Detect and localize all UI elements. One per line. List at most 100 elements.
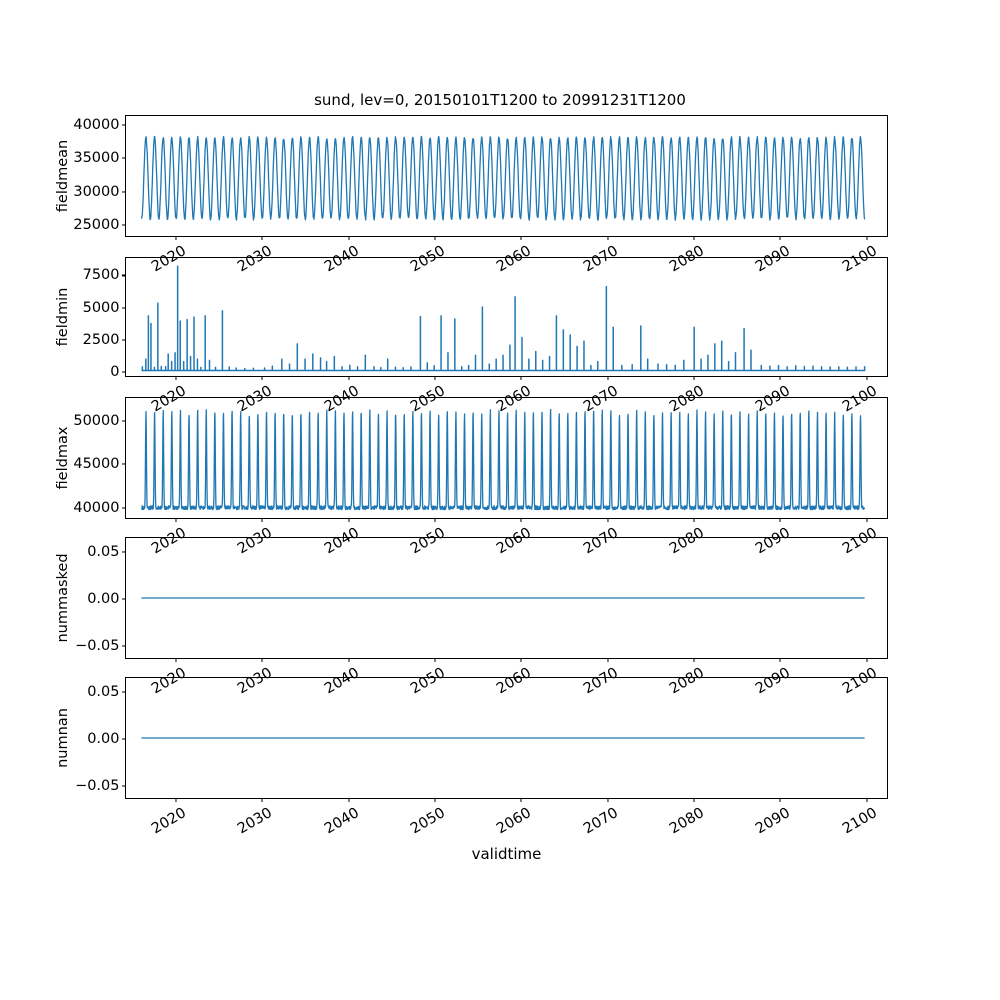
x-tick-mark xyxy=(866,236,868,241)
y-tick-mark xyxy=(121,124,126,126)
x-tick-mark xyxy=(348,518,350,523)
x-tick-mark xyxy=(520,798,522,803)
x-tick-mark xyxy=(693,518,695,523)
x-tick-mark xyxy=(607,236,609,241)
y-tick-mark xyxy=(121,738,126,740)
y-tick-mark xyxy=(121,645,126,647)
y-tick-mark xyxy=(121,463,126,465)
y-tick-label: 0.05 xyxy=(87,544,120,561)
y-tick-mark xyxy=(121,307,126,309)
x-tick-label: 2050 xyxy=(408,805,448,838)
x-tick-mark xyxy=(261,376,263,381)
y-tick-mark xyxy=(121,598,126,600)
y-tick-label: −0.05 xyxy=(75,777,120,794)
y-tick-label: 2500 xyxy=(82,332,120,349)
x-tick-mark xyxy=(348,658,350,663)
x-tick-mark xyxy=(261,236,263,241)
x-tick-mark xyxy=(261,658,263,663)
plot-surface-fieldmax xyxy=(126,398,887,518)
y-tick-mark xyxy=(121,507,126,509)
series-line-nummasked xyxy=(126,538,887,658)
plot-panel-fieldmax: fieldmax 40000 45000 50000 2020 2030 2040 2050 2… xyxy=(55,397,888,557)
page-title: sund, lev=0, 20150101T1200 to 20991231T1… xyxy=(314,91,686,109)
x-tick-mark xyxy=(175,236,177,241)
plot-panel-fieldmin: fieldmin 0 2500 5000 7500 2020 2030 2040 2050 206… xyxy=(55,257,888,415)
y-tick-label: 7500 xyxy=(82,267,120,284)
x-tick-mark xyxy=(693,236,695,241)
x-tick-mark xyxy=(261,798,263,803)
x-tick-mark xyxy=(779,518,781,523)
plot-surface-numnan xyxy=(126,678,887,798)
y-tick-label: 40000 xyxy=(73,116,120,133)
series-line-numnan xyxy=(126,678,887,798)
y-tick-label: 0.05 xyxy=(87,684,120,701)
x-tick-mark xyxy=(607,798,609,803)
x-tick-label: 2080 xyxy=(666,805,707,838)
y-tick-label: 0.00 xyxy=(87,591,120,607)
x-tick-mark xyxy=(866,376,868,381)
plot-panel-numnan: numnan −0.05 0.00 0.05 2020 2030 2040 2050 2060 2… xyxy=(55,677,888,837)
x-tick-mark xyxy=(693,658,695,663)
y-tick-mark xyxy=(121,224,126,226)
plot-surface-fieldmin xyxy=(126,258,887,376)
x-tick-mark xyxy=(520,518,522,523)
plot-surface-fieldmean xyxy=(126,116,887,236)
y-axis-label-fieldmean: fieldmean xyxy=(55,139,71,213)
y-tick-label: 0.00 xyxy=(87,731,120,747)
series-line-fieldmean xyxy=(126,116,887,236)
x-tick-mark xyxy=(434,798,436,803)
x-tick-mark xyxy=(607,518,609,523)
x-tick-mark xyxy=(520,236,522,241)
y-axis-label-fieldmax: fieldmax xyxy=(55,426,71,490)
x-tick-label: 2060 xyxy=(494,805,535,838)
y-axis-label-nummasked: nummasked xyxy=(55,553,71,643)
plot-surface-nummasked xyxy=(126,538,887,658)
x-tick-label: 2020 xyxy=(149,805,190,838)
x-tick-label: 2100 xyxy=(839,805,880,838)
y-tick-label: 45000 xyxy=(73,456,120,473)
series-line-fieldmin xyxy=(126,258,887,376)
x-tick-label: 2090 xyxy=(753,805,794,838)
x-tick-mark xyxy=(348,236,350,241)
x-tick-mark xyxy=(693,376,695,381)
x-tick-mark xyxy=(866,798,868,803)
x-tick-label: 2070 xyxy=(580,805,621,838)
y-tick-mark xyxy=(121,371,126,373)
x-tick-mark xyxy=(520,658,522,663)
y-tick-label: 30000 xyxy=(73,183,120,200)
y-tick-label: 40000 xyxy=(73,499,120,516)
x-tick-mark xyxy=(175,518,177,523)
y-tick-mark xyxy=(121,339,126,341)
y-tick-label: 25000 xyxy=(73,217,120,234)
x-tick-mark xyxy=(175,376,177,381)
x-tick-mark xyxy=(866,658,868,663)
x-tick-mark xyxy=(693,798,695,803)
x-tick-mark xyxy=(779,658,781,663)
y-tick-mark xyxy=(121,691,126,693)
x-tick-mark xyxy=(779,798,781,803)
x-tick-mark xyxy=(607,376,609,381)
x-tick-mark xyxy=(520,376,522,381)
x-tick-mark xyxy=(607,658,609,663)
y-axis-label-numnan: numnan xyxy=(55,708,71,768)
y-tick-mark xyxy=(121,274,126,276)
x-tick-mark xyxy=(175,798,177,803)
y-tick-mark xyxy=(121,191,126,193)
x-tick-mark xyxy=(779,236,781,241)
y-tick-label: 35000 xyxy=(73,150,120,167)
x-tick-mark xyxy=(348,376,350,381)
x-tick-mark xyxy=(434,658,436,663)
x-tick-label: 2040 xyxy=(321,805,362,838)
series-line-fieldmax xyxy=(126,398,887,518)
y-tick-mark xyxy=(121,785,126,787)
x-tick-mark xyxy=(866,518,868,523)
x-tick-mark xyxy=(434,518,436,523)
x-axis-label: validtime xyxy=(471,845,542,863)
y-axis-label-fieldmin: fieldmin xyxy=(55,287,71,347)
x-tick-mark xyxy=(348,798,350,803)
plot-panel-nummasked: nummasked −0.05 0.00 0.05 2020 2030 2040 2050 20… xyxy=(55,537,888,697)
x-tick-mark xyxy=(779,376,781,381)
y-tick-mark xyxy=(121,157,126,159)
y-tick-mark xyxy=(121,420,126,422)
